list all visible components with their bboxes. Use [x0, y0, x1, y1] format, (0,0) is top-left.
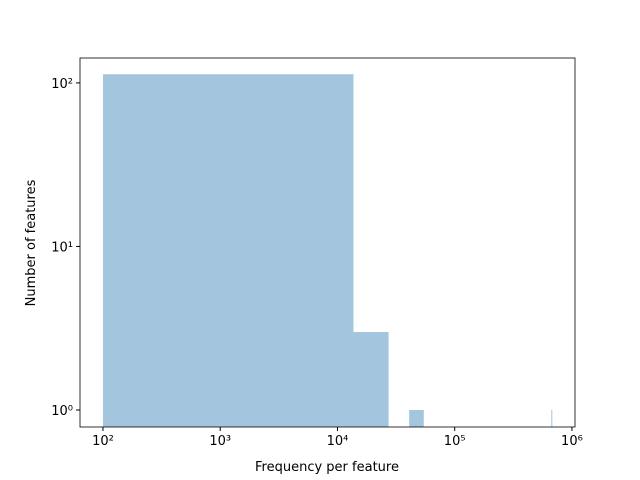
- x-tick-label: 10⁶: [561, 434, 583, 449]
- y-axis-label: Number of features: [24, 179, 39, 306]
- x-tick-label: 10²: [92, 434, 114, 449]
- bar: [551, 409, 553, 427]
- x-tick-label: 10³: [209, 434, 231, 449]
- x-tick-label: 10⁴: [327, 434, 349, 449]
- bar: [353, 331, 389, 427]
- y-tick-label: 10²: [51, 77, 73, 92]
- bar: [102, 74, 354, 427]
- y-tick-label: 10⁰: [51, 404, 73, 419]
- x-axis-label: Frequency per feature: [255, 460, 399, 475]
- plot-frame: [79, 57, 576, 428]
- x-tick-label: 10⁵: [444, 434, 466, 449]
- y-tick-label: 10¹: [51, 240, 73, 255]
- bar: [409, 409, 424, 427]
